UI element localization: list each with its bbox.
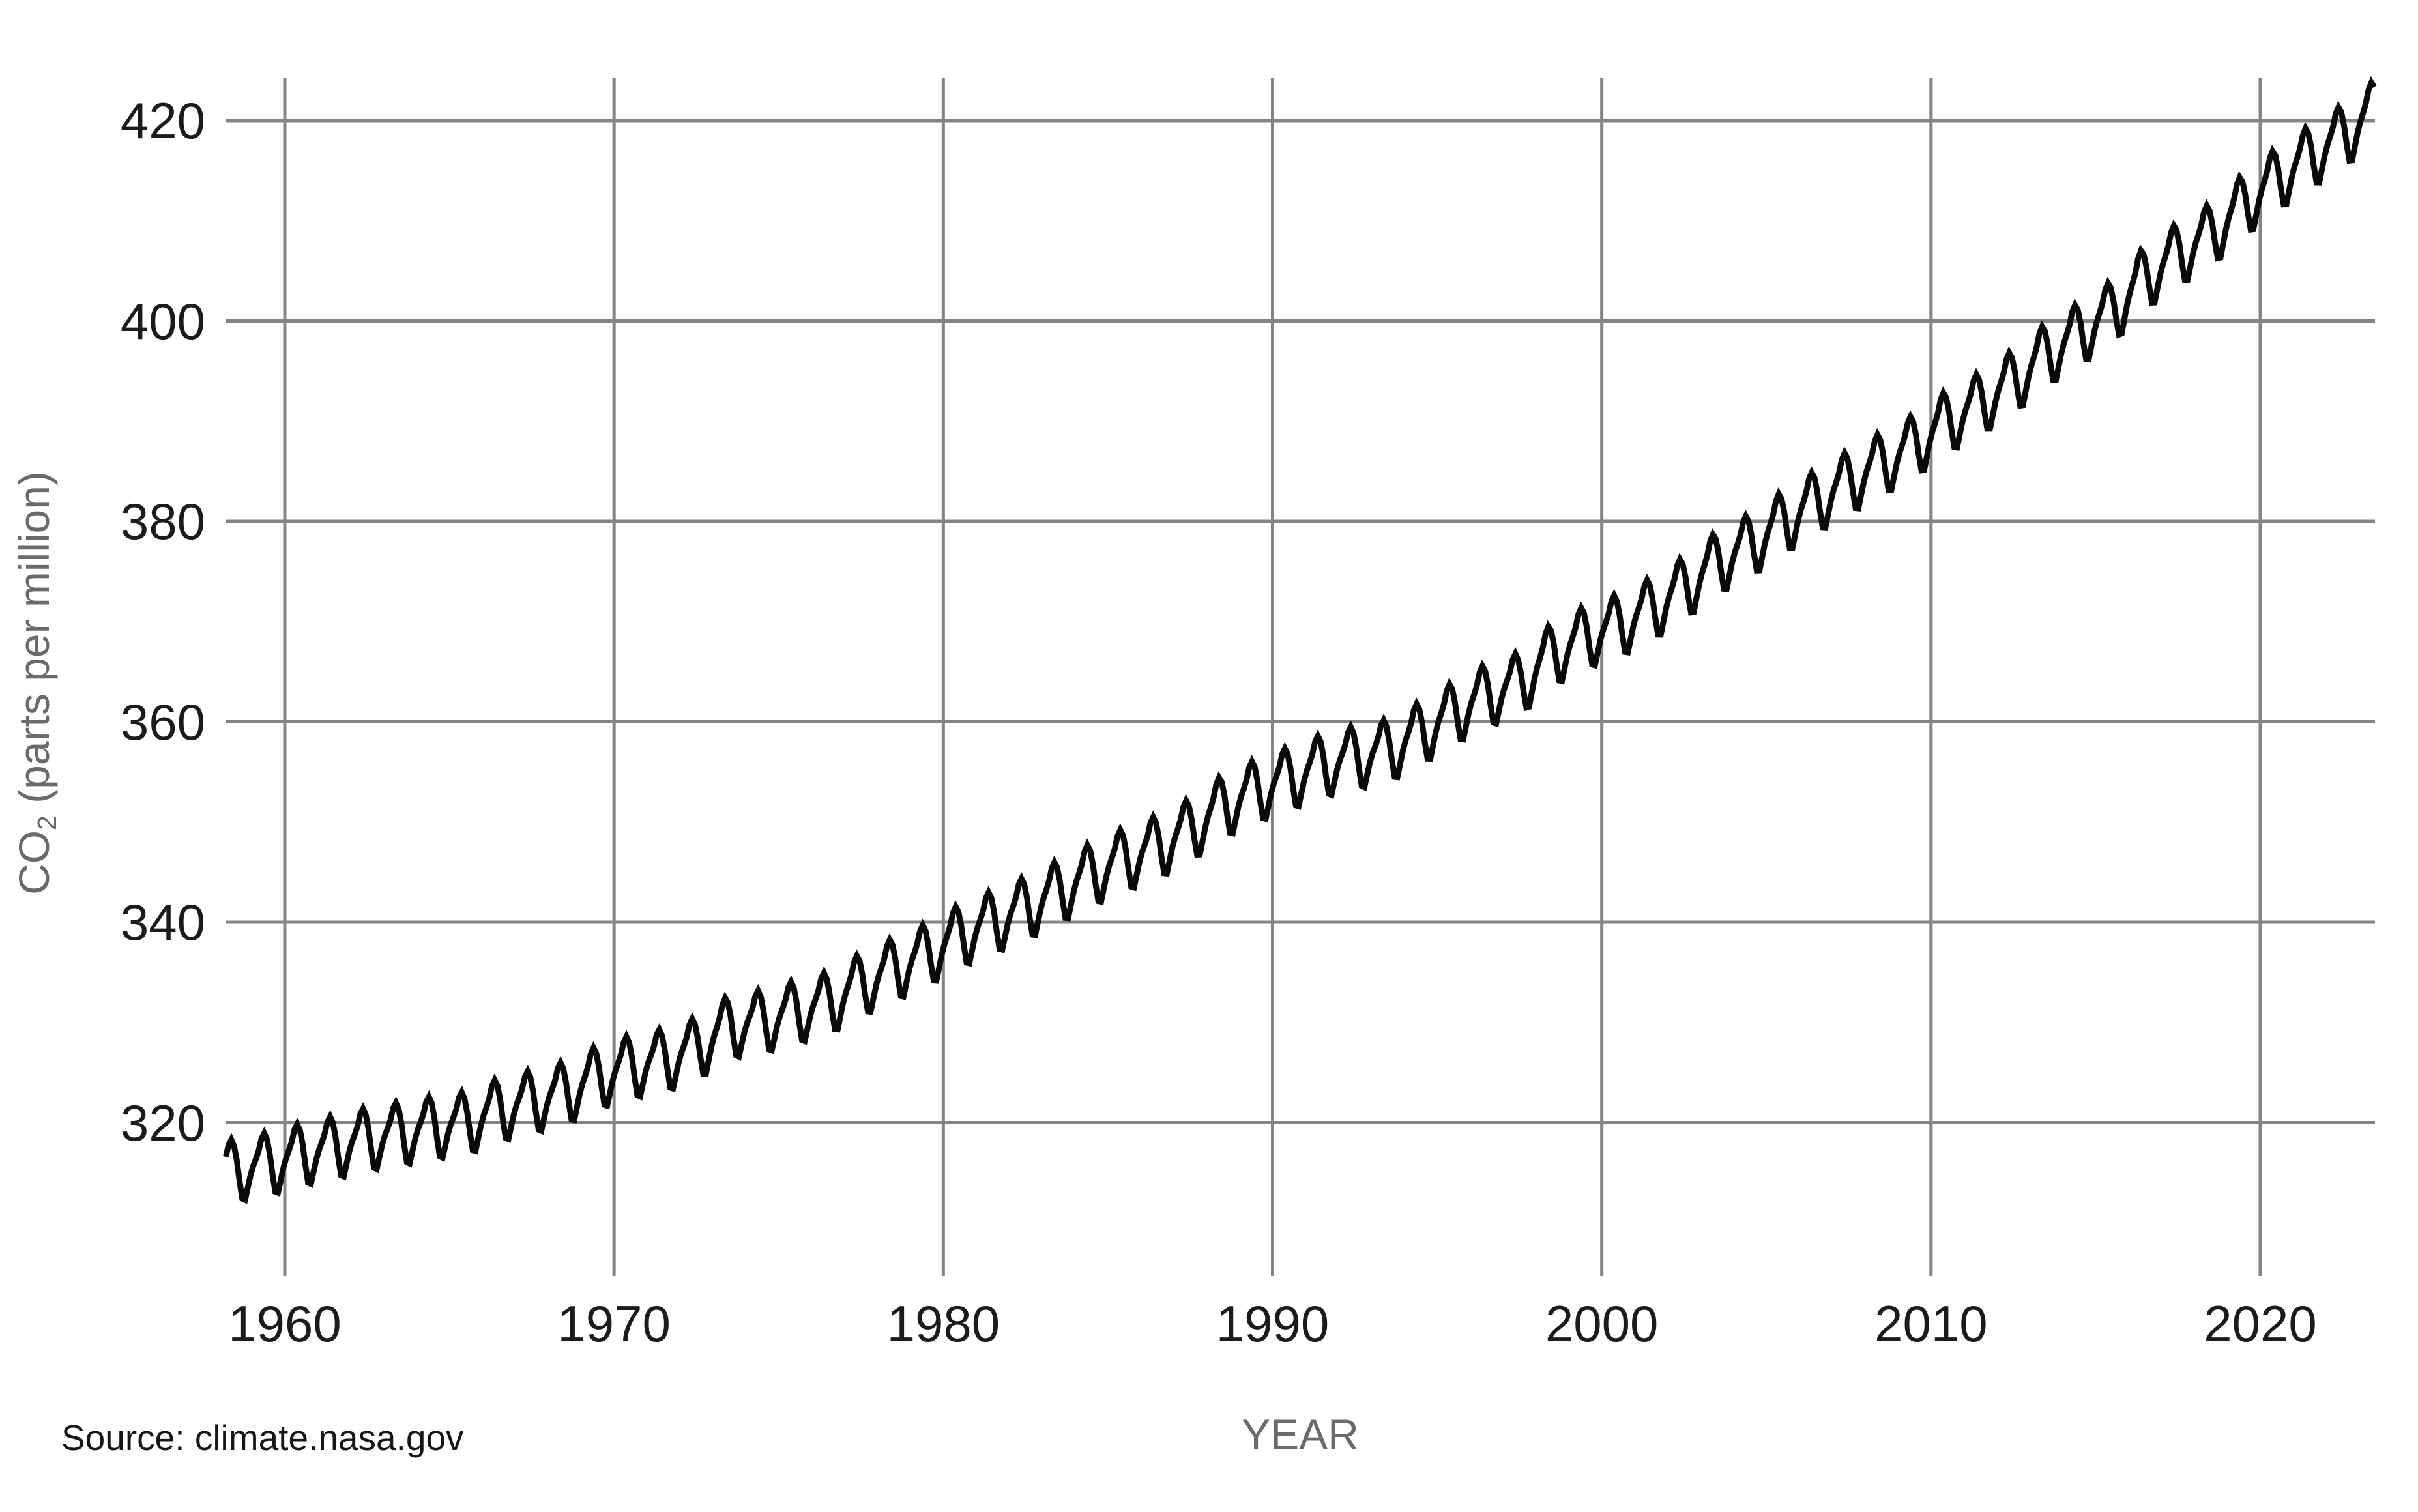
source-attribution: Source: climate.nasa.gov — [61, 1418, 464, 1458]
y-tick-label-320: 320 — [120, 1094, 205, 1152]
y-tick-label-340: 340 — [120, 894, 205, 951]
y-tick-label-420: 420 — [120, 92, 205, 149]
y-axis-title-prefix: CO — [9, 830, 58, 895]
x-tick-label-1960: 1960 — [228, 1295, 342, 1352]
y-axis-title: CO2 (parts per million) — [9, 471, 68, 895]
y-axis-title-suffix: (parts per million) — [9, 471, 58, 816]
x-tick-label-1990: 1990 — [1216, 1295, 1330, 1352]
x-tick-label-2010: 2010 — [1874, 1295, 1988, 1352]
y-tick-label-380: 380 — [120, 493, 205, 550]
y-tick-label-360: 360 — [120, 693, 205, 751]
y-tick-label-400: 400 — [120, 292, 205, 350]
x-tick-label-2020: 2020 — [2204, 1295, 2317, 1352]
x-tick-label-1970: 1970 — [557, 1295, 671, 1352]
x-tick-label-1980: 1980 — [886, 1295, 1000, 1352]
y-axis-title-subscript: 2 — [32, 815, 63, 830]
co2-data-line — [223, 76, 2377, 1204]
x-tick-label-2000: 2000 — [1545, 1295, 1659, 1352]
x-axis-title: YEAR — [1242, 1410, 1359, 1459]
